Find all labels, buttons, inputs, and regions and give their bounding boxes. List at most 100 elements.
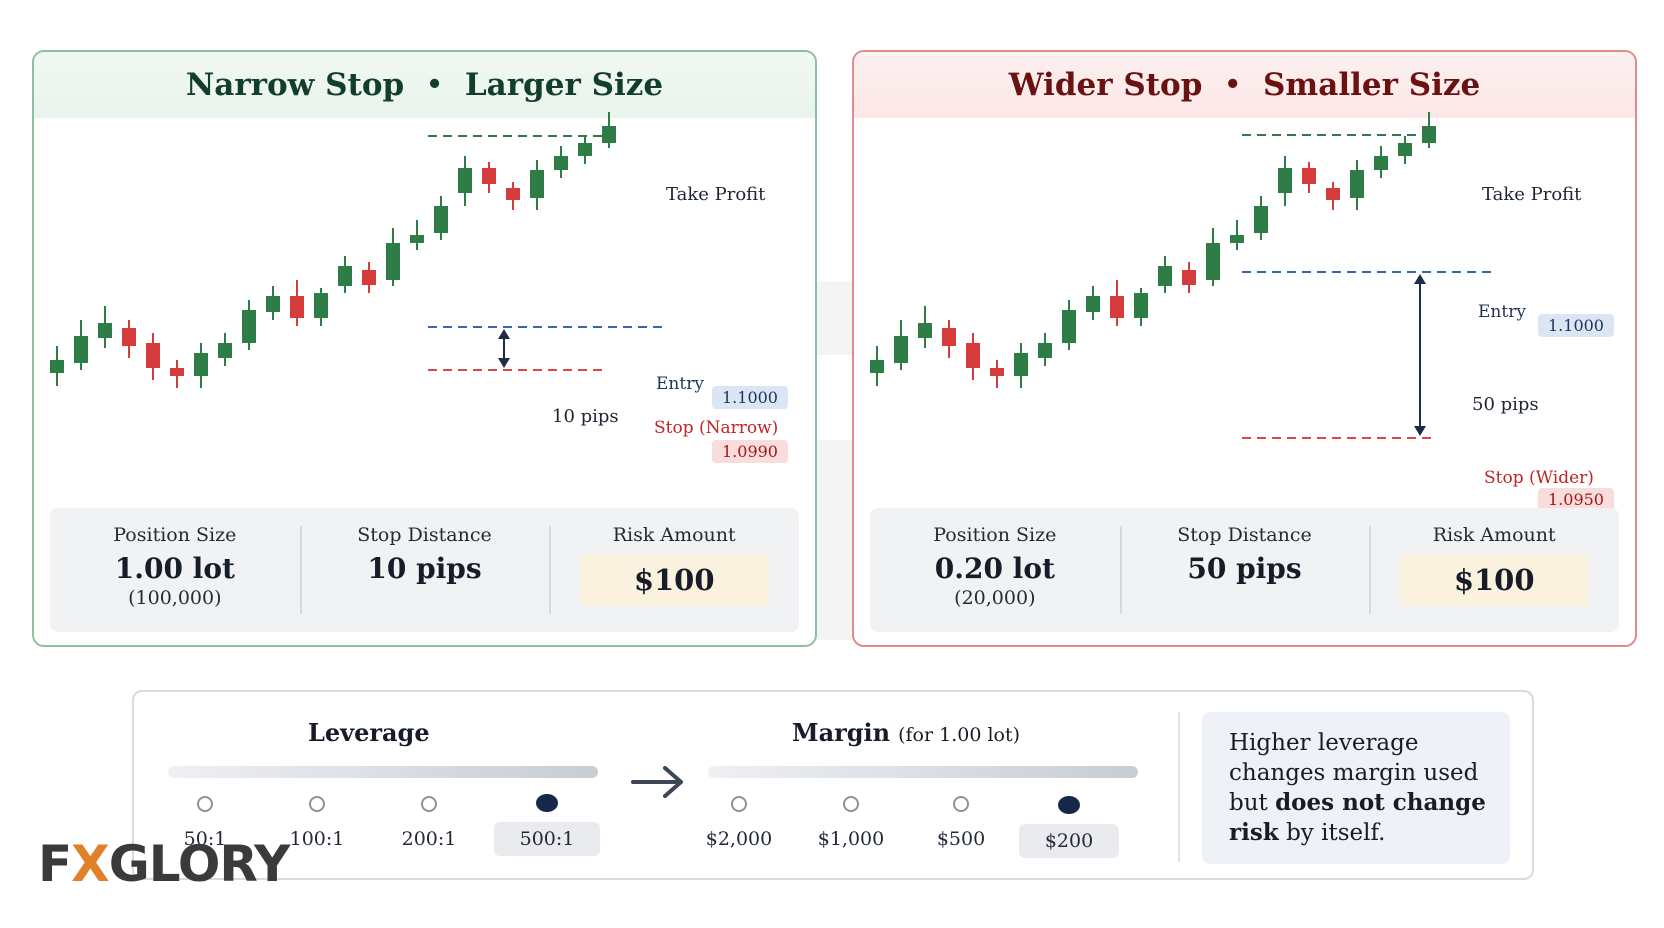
- option-label: 50:1: [183, 828, 227, 850]
- candle-body: [218, 343, 232, 358]
- title-separator: •: [426, 70, 443, 100]
- fxglory-logo: FXGLORY: [38, 835, 290, 893]
- narrow-chart-canvas: [50, 112, 664, 388]
- candle-body: [942, 328, 956, 346]
- stop-label: Stop (Narrow): [654, 418, 779, 438]
- candle-body: [146, 343, 160, 368]
- leverage-note: Higher leverage changes margin used but …: [1202, 712, 1510, 864]
- candle-body: [458, 168, 472, 193]
- option-label: 100:1: [289, 828, 345, 850]
- candle-body: [482, 168, 496, 184]
- entry-price-tag: 1.1000: [712, 386, 788, 409]
- option-label: $500: [936, 828, 986, 850]
- candle-body: [1038, 343, 1052, 358]
- candle: [122, 320, 136, 358]
- radio-icon[interactable]: [421, 796, 437, 812]
- stat-value: $100: [633, 563, 715, 597]
- arrow-up-icon: [1414, 274, 1426, 284]
- risk-highlight: $100: [1399, 554, 1589, 606]
- stat-value: $100: [1453, 563, 1535, 597]
- stop-distance-label: 10 pips: [552, 406, 619, 427]
- entry-price-tag: 1.1000: [1538, 314, 1614, 337]
- leverage-option[interactable]: 50:1: [150, 796, 260, 856]
- narrow-title-b: Larger Size: [464, 67, 664, 103]
- candle-body: [1374, 156, 1388, 170]
- leverage-option[interactable]: 200:1: [374, 796, 484, 856]
- stat-heading: Risk Amount: [612, 524, 736, 546]
- position-size-stat: Position Size 0.20 lot (20,000): [870, 508, 1120, 632]
- candle: [1422, 112, 1436, 148]
- leverage-margin-panel: Leverage Margin (for 1.00 lot) 50:1 100:1…: [132, 690, 1534, 880]
- margin-option[interactable]: $2,000: [684, 796, 794, 856]
- candle-body: [1086, 296, 1100, 312]
- margin-option-selected[interactable]: $200: [1014, 796, 1124, 858]
- margin-slider-track[interactable]: [708, 766, 1138, 778]
- candle: [194, 343, 208, 388]
- candle: [1398, 136, 1412, 164]
- candle: [50, 346, 64, 386]
- candle: [1302, 162, 1316, 193]
- radio-icon[interactable]: [953, 796, 969, 812]
- candle-body: [314, 293, 328, 318]
- leverage-title: Leverage: [308, 718, 430, 747]
- candle: [1182, 262, 1196, 293]
- candle: [1086, 286, 1100, 320]
- leverage-option[interactable]: 100:1: [262, 796, 372, 856]
- radio-selected-icon[interactable]: [536, 794, 558, 812]
- stop-label: Stop (Wider): [1484, 468, 1594, 488]
- radio-icon[interactable]: [731, 796, 747, 812]
- candle-body: [1158, 266, 1172, 286]
- candle: [1254, 196, 1268, 240]
- radio-selected-icon[interactable]: [1058, 796, 1080, 814]
- logo-part: F: [38, 835, 72, 893]
- margin-option[interactable]: $1,000: [796, 796, 906, 856]
- candle: [362, 262, 376, 293]
- candle-body: [578, 143, 592, 156]
- candle: [1038, 333, 1052, 366]
- candle-body: [1302, 168, 1316, 184]
- risk-amount-stat: Risk Amount $100: [549, 508, 799, 632]
- option-label: 500:1: [493, 822, 601, 856]
- radio-icon[interactable]: [197, 796, 213, 812]
- stat-value: 10 pips: [367, 552, 482, 585]
- candle-body: [194, 353, 208, 376]
- radio-icon[interactable]: [309, 796, 325, 812]
- candle-body: [1062, 310, 1076, 343]
- candle-body: [170, 368, 184, 376]
- candle: [386, 228, 400, 286]
- take-profit-label: Take Profit: [1482, 184, 1582, 205]
- candle-body: [894, 336, 908, 363]
- candle-body: [1110, 296, 1124, 318]
- candle: [146, 333, 160, 380]
- candle: [1206, 228, 1220, 286]
- margin-title: Margin (for 1.00 lot): [792, 718, 1020, 747]
- stat-sub: (100,000): [128, 587, 222, 609]
- leverage-option-selected[interactable]: 500:1: [492, 794, 602, 856]
- candle-body: [602, 126, 616, 143]
- candle: [1326, 182, 1340, 210]
- candle: [314, 288, 328, 326]
- candle-body: [870, 360, 884, 373]
- candle-body: [122, 328, 136, 346]
- position-size-stat: Position Size 1.00 lot (100,000): [50, 508, 300, 632]
- candle-body: [410, 235, 424, 243]
- candle: [98, 306, 112, 348]
- narrow-title-a: Narrow Stop: [185, 67, 405, 103]
- risk-highlight: $100: [579, 554, 769, 606]
- margin-option[interactable]: $500: [906, 796, 1016, 856]
- candle-body: [1182, 270, 1196, 285]
- option-label: 200:1: [401, 828, 457, 850]
- stat-heading: Stop Distance: [357, 524, 492, 546]
- candle-body: [506, 188, 520, 200]
- candle: [894, 320, 908, 370]
- wider-title-b: Smaller Size: [1263, 67, 1481, 103]
- radio-icon[interactable]: [843, 796, 859, 812]
- candle: [554, 146, 568, 178]
- leverage-slider-track[interactable]: [168, 766, 598, 778]
- wider-stats-bar: Position Size 0.20 lot (20,000) Stop Dis…: [870, 508, 1619, 632]
- candle-body: [1206, 243, 1220, 280]
- candle-body: [554, 156, 568, 170]
- margin-note: (for 1.00 lot): [898, 724, 1021, 746]
- candle: [242, 300, 256, 350]
- candle-body: [1398, 143, 1412, 156]
